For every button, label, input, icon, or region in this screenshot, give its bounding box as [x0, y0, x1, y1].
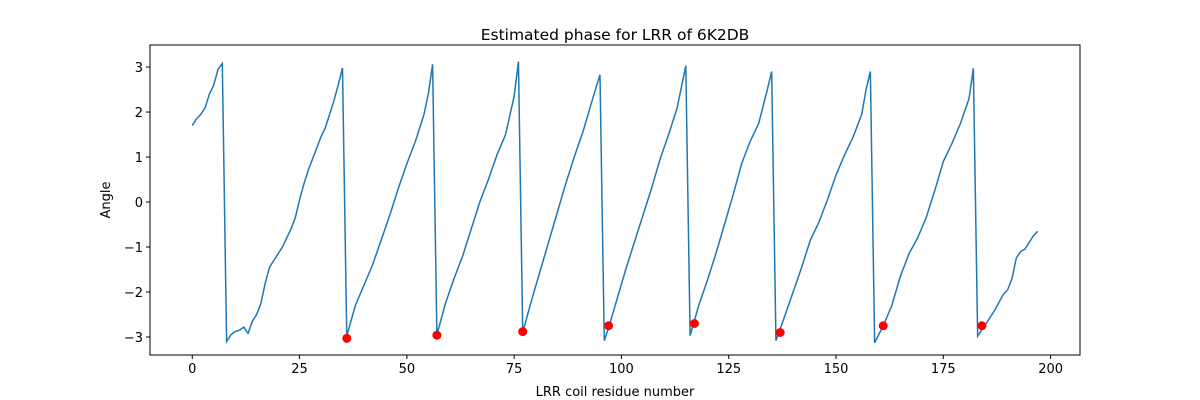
x-tick-label: 150	[824, 362, 849, 377]
y-tick-label: 2	[135, 106, 143, 121]
data-point	[518, 327, 528, 337]
y-tick-label: −3	[124, 331, 143, 346]
x-tick-label: 175	[931, 362, 956, 377]
data-point	[878, 321, 888, 331]
y-tick-label: −1	[124, 241, 143, 256]
x-tick-label: 50	[399, 362, 416, 377]
y-tick-label: 0	[135, 196, 143, 211]
data-point	[977, 321, 987, 331]
data-point	[604, 321, 614, 331]
x-axis-label: LRR coil residue number	[536, 385, 695, 400]
data-point	[432, 330, 442, 340]
data-point	[689, 319, 699, 329]
x-tick-label: 25	[291, 362, 308, 377]
x-tick-label: 200	[1038, 362, 1063, 377]
data-point	[775, 328, 785, 338]
chart-title: Estimated phase for LRR of 6K2DB	[481, 26, 750, 44]
x-tick-label: 0	[188, 362, 196, 377]
plot-frame	[149, 44, 1081, 356]
data-line	[191, 61, 1039, 345]
x-tick-label: 100	[609, 362, 634, 377]
y-tick-label: −2	[124, 286, 143, 301]
y-tick-label: 1	[135, 151, 143, 166]
x-tick-label: 125	[716, 362, 741, 377]
data-point	[342, 333, 352, 343]
x-tick-label: 75	[506, 362, 523, 377]
y-tick-label: 3	[135, 61, 143, 76]
y-axis-label: Angle	[99, 182, 114, 219]
